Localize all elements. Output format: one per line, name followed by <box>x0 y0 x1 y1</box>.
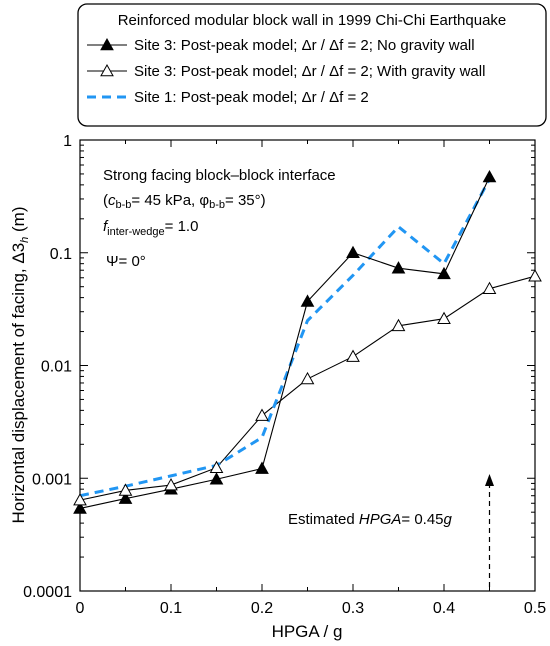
annotations: Strong facing block–block interface (cb-… <box>103 167 494 587</box>
y-axis-title-unit: (m) <box>9 206 28 236</box>
legend-entries: Site 3: Post-peak model; Δr / Δf = 2; No… <box>87 37 485 106</box>
y-axis-title-sub: h <box>19 237 31 243</box>
legend-title: Reinforced modular block wall in 1999 Ch… <box>118 12 507 29</box>
data-point-series-2 <box>391 318 406 332</box>
y-axis-title: Horizontal displacement of facing, Δ3h (… <box>9 206 31 523</box>
data-point-series-1 <box>209 472 224 485</box>
x-tick-label: 0.1 <box>160 600 182 617</box>
y-axis-title-text: Horizontal displacement of facing, Δ3 <box>9 243 28 524</box>
plot-area: 0 0.1 0.2 0.3 0.4 0.5 0.0001 0.001 0.01 0.1 1 <box>23 133 546 617</box>
data-point-series-1 <box>346 245 360 259</box>
data-point-series-2 <box>528 269 542 282</box>
data-point-series-1 <box>118 491 133 504</box>
legend: Reinforced modular block wall in 1999 Ch… <box>77 3 547 127</box>
legend-marker-2 <box>100 63 114 77</box>
legend-label-2: Site 3: Post-peak model; Δr / Δf = 2; Wi… <box>134 63 485 80</box>
y-tick-label: 1 <box>63 133 72 150</box>
data-point-series-1 <box>391 261 406 274</box>
data-point-series-1 <box>73 501 87 514</box>
data-point-series-2 <box>73 493 87 506</box>
data-point-series-2 <box>437 311 451 325</box>
x-tick-label: 0.2 <box>251 600 273 617</box>
annotation-interface: Strong facing block–block interface <box>103 167 336 184</box>
data-point-series-2 <box>482 281 497 294</box>
legend-box <box>77 3 547 127</box>
annotation-psi: Ψ= 0° <box>106 253 146 270</box>
x-tick-label: 0.3 <box>342 600 364 617</box>
data-point-series-1 <box>482 169 497 183</box>
x-tick-label: 0 <box>76 600 85 617</box>
x-axis-title: HPGA / g <box>272 622 343 641</box>
data-point-series-1 <box>255 461 269 474</box>
x-tick-label: 0.5 <box>524 600 546 617</box>
data-point-series-1 <box>437 266 451 280</box>
y-tick-label: 0.001 <box>32 471 72 488</box>
series-line-3 <box>79 178 491 498</box>
data-point-series-2 <box>209 460 224 474</box>
y-tick-label: 0.01 <box>41 359 72 376</box>
x-tick-label: 0.4 <box>433 600 455 617</box>
annotation-f: finter-wedge= 1.0 <box>103 218 198 238</box>
series-line-2 <box>79 275 536 501</box>
hpga-arrow-head <box>485 474 494 486</box>
data-point-series-2 <box>300 371 315 385</box>
series-line-1 <box>79 176 490 509</box>
axis-ticks: 0 0.1 0.2 0.3 0.4 0.5 0.0001 0.001 0.01 0.1 1 <box>23 133 546 617</box>
data-point-series-2 <box>346 349 360 362</box>
legend-label-3: Site 1: Post-peak model; Δr / Δf = 2 <box>134 89 369 106</box>
data-point-series-2 <box>118 483 133 496</box>
data-point-series-2 <box>255 408 269 421</box>
hpga-arrow <box>485 474 494 587</box>
y-tick-label: 0.0001 <box>23 584 72 601</box>
series-layer <box>73 169 542 514</box>
y-tick-label: 0.1 <box>50 246 72 263</box>
annotation-params: (cb-b= 45 kPa, φb-b= 35°) <box>103 192 266 211</box>
legend-label-1: Site 3: Post-peak model; Δr / Δf = 2; No… <box>134 37 475 54</box>
data-point-series-2 <box>164 478 178 491</box>
annotation-hpga: Estimated HPGA= 0.45g <box>288 511 453 528</box>
legend-marker-1 <box>100 37 114 51</box>
data-point-series-1 <box>300 294 315 307</box>
